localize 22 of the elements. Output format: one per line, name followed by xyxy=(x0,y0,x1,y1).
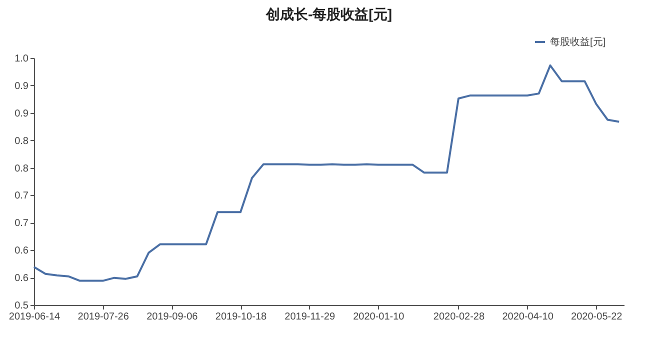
chart-title: 创成长-每股收益[元] xyxy=(265,6,392,22)
x-tick-label: 2020-05-22 xyxy=(571,312,623,322)
x-tick-label: 2019-09-06 xyxy=(146,312,198,322)
y-tick-label: 0.6 xyxy=(14,246,29,257)
y-tick-label: 0.8 xyxy=(14,136,29,147)
y-tick-label: 0.7 xyxy=(14,218,29,230)
y-tick-label: 0.6 xyxy=(14,273,29,284)
line-series xyxy=(33,64,620,282)
y-tick-label: 0.9 xyxy=(14,80,29,92)
x-tick-label: 2020-01-10 xyxy=(353,312,405,322)
y-tick-label: 0.8 xyxy=(14,163,29,174)
x-tick-label: 2020-04-10 xyxy=(502,312,554,322)
y-tick-label: 0.5 xyxy=(14,300,29,312)
y-tick-label: 0.9 xyxy=(14,108,29,120)
x-tick-label: 2019-10-18 xyxy=(215,312,268,322)
x-tick-label: 2019-06-14 xyxy=(8,312,61,322)
legend-label: 每股收益[元] xyxy=(550,36,606,48)
y-tick-label: 0.7 xyxy=(14,190,29,202)
x-tick-label: 2020-02-28 xyxy=(433,312,485,322)
y-tick-label: 1.0 xyxy=(14,54,29,64)
x-tick-label: 2019-11-29 xyxy=(284,312,336,322)
x-tick-label: 2019-07-26 xyxy=(78,312,130,322)
